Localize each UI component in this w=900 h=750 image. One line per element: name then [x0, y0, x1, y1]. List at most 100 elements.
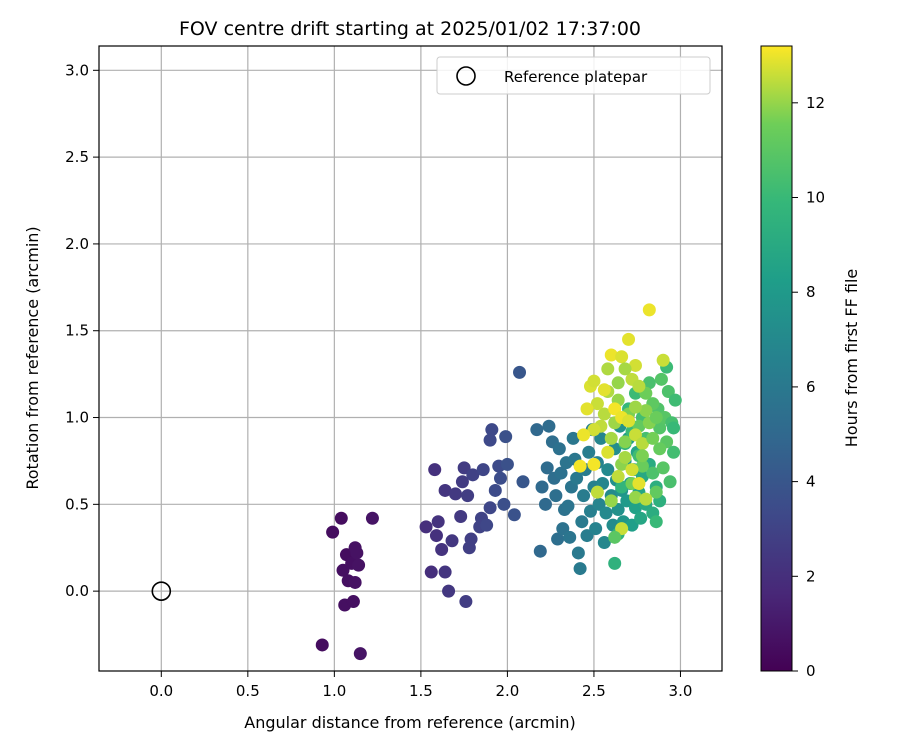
data-point	[597, 536, 611, 550]
data-point	[497, 497, 511, 511]
data-point	[642, 376, 656, 390]
data-point	[618, 362, 632, 376]
y-tick-label: 2.5	[65, 148, 89, 166]
data-point	[424, 565, 438, 579]
x-tick-label: 1.5	[409, 682, 433, 700]
data-point	[668, 393, 682, 407]
data-point	[642, 303, 656, 317]
data-point	[625, 463, 639, 477]
data-point	[597, 407, 611, 421]
data-point	[499, 430, 513, 444]
data-point	[348, 575, 362, 589]
y-tick-label: 2.0	[65, 235, 89, 253]
data-point	[485, 423, 499, 437]
data-point	[656, 353, 670, 367]
data-point	[428, 463, 442, 477]
data-point	[604, 494, 618, 508]
data-point	[663, 475, 677, 489]
data-point	[590, 397, 604, 411]
y-axis-label: Rotation from reference (arcmin)	[23, 226, 42, 489]
colorbar-tick-label: 10	[806, 189, 825, 207]
data-point	[429, 529, 443, 543]
data-point	[533, 544, 547, 558]
x-tick-label: 2.0	[495, 682, 519, 700]
grid	[99, 46, 722, 671]
data-point	[639, 404, 653, 418]
data-point	[635, 449, 649, 463]
data-point	[611, 470, 625, 484]
data-point	[628, 501, 642, 515]
x-tick-label: 0.0	[149, 682, 173, 700]
data-point	[516, 475, 530, 489]
data-point	[592, 497, 606, 511]
x-tick-label: 1.0	[322, 682, 346, 700]
data-point	[365, 511, 379, 525]
data-point	[346, 595, 360, 609]
data-point	[566, 431, 580, 445]
data-point	[513, 365, 527, 379]
data-point	[589, 522, 603, 536]
data-point	[615, 350, 629, 364]
data-point	[656, 461, 670, 475]
data-point	[464, 532, 478, 546]
legend: Reference platepar	[436, 56, 711, 95]
y-tick-label: 1.5	[65, 322, 89, 340]
data-point	[608, 402, 622, 416]
data-point	[459, 595, 473, 609]
data-point	[466, 468, 480, 482]
data-point	[438, 483, 452, 497]
data-point	[628, 490, 642, 504]
data-point	[597, 383, 611, 397]
data-point	[590, 485, 604, 499]
colorbar-tick-label: 8	[806, 283, 816, 301]
data-point	[632, 379, 646, 393]
data-point	[563, 530, 577, 544]
data-point	[615, 480, 629, 494]
data-point	[667, 445, 681, 459]
data-point	[582, 445, 596, 459]
data-point	[483, 433, 497, 447]
data-point	[601, 445, 615, 459]
data-point	[653, 442, 667, 456]
data-point	[442, 584, 456, 598]
data-point	[618, 435, 632, 449]
data-point	[476, 463, 490, 477]
data-point	[454, 509, 468, 523]
data-point	[599, 506, 613, 520]
colorbar-tick-label: 6	[806, 378, 816, 396]
data-point	[438, 565, 452, 579]
x-axis-label: Angular distance from reference (arcmin)	[244, 713, 575, 732]
data-point	[573, 459, 587, 473]
data-point	[575, 515, 589, 529]
x-tick-label: 2.5	[582, 682, 606, 700]
data-point	[635, 437, 649, 451]
data-point	[571, 546, 585, 560]
data-point	[419, 520, 433, 534]
data-point	[577, 428, 591, 442]
data-point	[556, 522, 570, 536]
data-point	[611, 376, 625, 390]
data-point	[540, 461, 554, 475]
data-point	[507, 508, 521, 522]
data-point	[580, 402, 594, 416]
legend-marker	[456, 66, 476, 86]
reference-point-marker	[151, 581, 172, 601]
data-point	[622, 414, 636, 428]
data-point	[604, 431, 618, 445]
data-point	[488, 483, 502, 497]
data-point	[654, 372, 668, 386]
data-point	[611, 503, 625, 517]
data-point	[326, 525, 340, 539]
data-point	[649, 411, 663, 425]
data-point	[587, 374, 601, 388]
x-tick-label: 0.5	[236, 682, 260, 700]
data-point	[542, 419, 556, 433]
data-point	[573, 562, 587, 576]
colorbar-label: Hours from first FF file	[842, 269, 861, 448]
data-point	[461, 489, 475, 503]
data-point	[649, 485, 663, 499]
chart-title: FOV centre drift starting at 2025/01/02 …	[179, 18, 641, 40]
data-point	[601, 463, 615, 477]
x-axis-ticks: 0.0 0.5 1.0 1.5 2.0 2.5 3.0	[149, 671, 692, 700]
data-point	[639, 492, 653, 506]
